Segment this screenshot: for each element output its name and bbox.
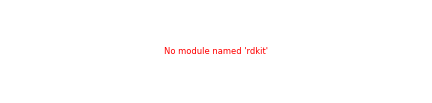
Text: No module named 'rdkit': No module named 'rdkit' [164,47,268,56]
